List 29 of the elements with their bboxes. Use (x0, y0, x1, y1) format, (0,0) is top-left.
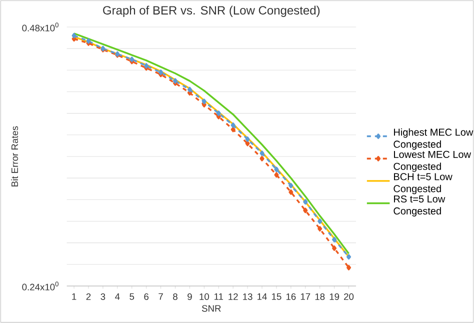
x-tick-label: 11 (214, 293, 224, 300)
legend-label: RS t=5 Low Congested (394, 195, 446, 216)
x-tick-label: 4 (115, 293, 120, 300)
x-tick-label: 19 (330, 293, 340, 300)
x-tick-label: 8 (173, 293, 178, 300)
x-tick-label: 5 (130, 293, 134, 300)
legend-label: Highest MEC Low Congested (394, 128, 474, 150)
x-tick-label: 2 (86, 293, 91, 300)
legend-label: Lowest MEC Low Congested (394, 150, 472, 172)
x-tick-label: 14 (258, 293, 267, 300)
chart-title: Graph of BER vs. SNR (Low Congested) (103, 6, 320, 17)
x-tick-label: 17 (300, 293, 310, 300)
x-tick-label: 13 (243, 293, 252, 300)
x-tick-label: 7 (158, 293, 163, 300)
x-tick-label: 1 (72, 293, 76, 300)
y-axis-title: Bit Error Rates (11, 126, 18, 186)
legend-label: BCH t=5 Low Congested (394, 173, 452, 194)
x-tick-label: 3 (100, 293, 106, 300)
y-tick-label: 0.24x10$^{0}$ (22, 282, 59, 290)
x-tick-label: 10 (200, 293, 209, 300)
x-tick-label: 9 (188, 293, 192, 300)
x-axis-title: SNR (202, 305, 221, 312)
x-tick-label: 6 (144, 293, 149, 300)
x-tick-label: 18 (315, 293, 325, 300)
x-tick-label: 15 (272, 293, 282, 300)
x-tick-label: 16 (286, 293, 296, 300)
y-tick-label: 0.48x10$^{0}$ (22, 22, 59, 32)
x-tick-label: 12 (228, 293, 238, 300)
x-tick-label: 20 (344, 293, 354, 300)
